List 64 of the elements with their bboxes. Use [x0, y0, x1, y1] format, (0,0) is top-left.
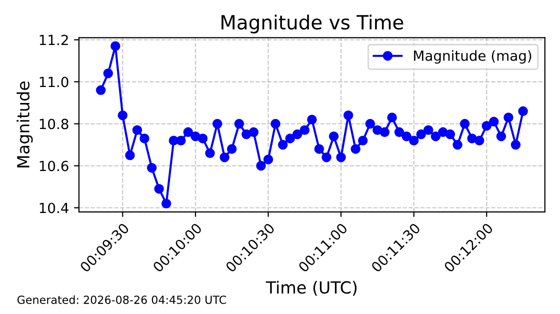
point	[307, 114, 317, 124]
point	[154, 184, 164, 194]
point	[358, 136, 368, 146]
text: Generated: 2026-08-26 04:45:20 UTC	[17, 295, 226, 304]
point	[125, 150, 135, 160]
point	[343, 110, 354, 120]
point	[205, 148, 215, 158]
y-tick-label: 11.2	[40, 34, 68, 46]
point	[328, 132, 339, 142]
point	[220, 152, 230, 162]
point	[300, 125, 310, 135]
point	[278, 140, 288, 150]
point	[380, 127, 390, 138]
point	[242, 129, 252, 140]
point	[423, 125, 434, 135]
point	[416, 129, 426, 140]
legend-label: Magnitude (mag)	[414, 50, 532, 64]
point	[285, 134, 295, 144]
point	[103, 68, 113, 78]
point	[402, 132, 412, 142]
point	[452, 140, 462, 150]
point	[489, 116, 499, 127]
point	[496, 132, 506, 142]
point	[118, 110, 128, 120]
point	[183, 127, 194, 138]
point	[292, 129, 302, 140]
y-axis-title: Magnitude	[16, 82, 33, 168]
point	[176, 136, 186, 146]
point	[387, 112, 397, 122]
point	[510, 140, 521, 150]
point	[350, 144, 360, 154]
point	[198, 134, 208, 144]
chart-title: Magnitude vs Time	[222, 14, 404, 34]
point	[460, 118, 470, 129]
point	[226, 144, 237, 154]
point	[270, 118, 280, 129]
point	[248, 127, 259, 138]
y-tick-label: 10.6	[40, 160, 68, 172]
point	[146, 162, 157, 173]
point	[394, 127, 404, 138]
point	[234, 118, 244, 129]
point	[408, 136, 419, 146]
point	[336, 152, 346, 162]
point	[314, 144, 324, 154]
point	[518, 106, 528, 116]
point	[322, 152, 332, 162]
y-tick-label: 10.4	[40, 202, 68, 214]
point	[430, 132, 441, 142]
y-tick-label: 10.8	[40, 118, 68, 130]
point	[474, 136, 484, 146]
point	[110, 41, 120, 51]
point	[96, 85, 106, 96]
x-axis-title: Time (UTC)	[266, 280, 357, 296]
point	[445, 129, 456, 140]
point	[212, 118, 222, 129]
point	[256, 160, 266, 171]
y-tick-label: 11.0	[40, 76, 68, 88]
point	[504, 112, 514, 122]
point	[132, 125, 142, 135]
point	[365, 118, 376, 129]
point	[263, 154, 274, 164]
point	[482, 121, 492, 131]
point	[161, 198, 172, 208]
point	[140, 134, 150, 144]
